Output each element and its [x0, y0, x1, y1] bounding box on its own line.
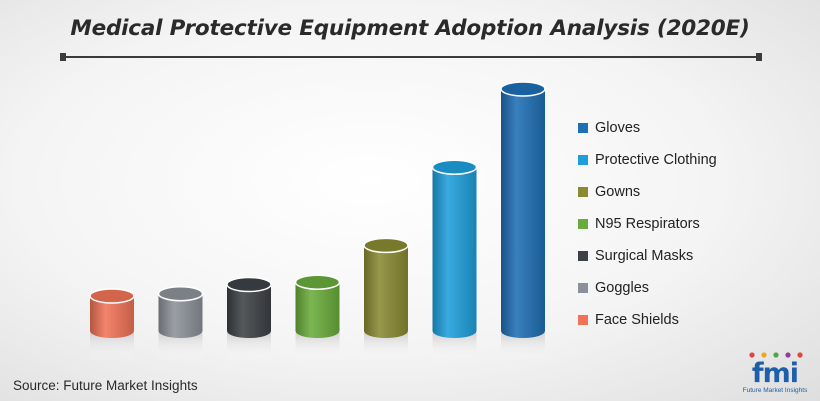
logo-dot: [761, 352, 767, 358]
logo-people-icon: [749, 352, 803, 358]
legend-item: Gowns: [578, 176, 798, 208]
legend-label: N95 Respirators: [595, 216, 700, 232]
bar-top: [157, 285, 204, 302]
legend-swatch: [578, 155, 588, 165]
source-note: Source: Future Market Insights: [13, 378, 198, 393]
bar-surgical-masks: [226, 276, 272, 361]
bar-gloves: [500, 81, 546, 361]
legend-item: Face Shields: [578, 304, 798, 336]
chart-legend: Gloves Protective Clothing Gowns N95 Respir…: [578, 112, 798, 336]
legend-swatch: [578, 251, 588, 261]
legend-label: Gloves: [595, 120, 641, 136]
logo-dot: [773, 352, 779, 358]
title-underline: [64, 56, 758, 58]
bar-body: [158, 293, 203, 339]
legend-swatch: [578, 123, 588, 133]
logo-dot: [785, 352, 791, 358]
bar-top: [363, 237, 409, 254]
legend-item: Gloves: [578, 112, 798, 144]
bar-body: [364, 245, 408, 338]
bar-body: [432, 167, 477, 339]
legend-label: Gowns: [595, 184, 641, 200]
bar-goggles: [157, 285, 204, 361]
bar-top: [226, 276, 272, 293]
title-underline-cap-right: [756, 53, 762, 61]
bar-top: [89, 288, 135, 304]
logo-dot: [749, 352, 755, 358]
fmi-logo: fmi Future Market Insights: [738, 352, 812, 398]
bar-top: [431, 159, 478, 175]
bar-body: [227, 284, 271, 338]
legend-label: Face Shields: [595, 312, 679, 328]
bar-top: [294, 274, 341, 290]
legend-swatch: [578, 283, 588, 293]
logo-mark: fmi: [751, 358, 799, 389]
legend-item: Surgical Masks: [578, 240, 798, 272]
logo-dot: [797, 352, 803, 358]
bar-face-shields: [89, 288, 135, 361]
legend-label: Surgical Masks: [595, 248, 694, 264]
logo-subtitle: Future Market Insights: [742, 387, 808, 394]
legend-item: N95 Respirators: [578, 208, 798, 240]
title-underline-cap-left: [60, 53, 66, 61]
legend-item: Protective Clothing: [578, 144, 798, 176]
bar-body: [295, 282, 340, 339]
bar-top: [500, 81, 546, 97]
legend-label: Protective Clothing: [595, 152, 717, 168]
bar-body: [501, 89, 545, 338]
bar-n95-respirators: [294, 274, 341, 361]
legend-swatch: [578, 315, 588, 325]
legend-label: Goggles: [595, 280, 650, 296]
chart-title: Medical Protective Equipment Adoption An…: [70, 16, 750, 41]
bar-protective-clothing: [431, 159, 478, 361]
bar-body: [90, 296, 134, 338]
legend-swatch: [578, 219, 588, 229]
legend-item: Goggles: [578, 272, 798, 304]
legend-swatch: [578, 187, 588, 197]
bar-gowns: [363, 237, 409, 361]
